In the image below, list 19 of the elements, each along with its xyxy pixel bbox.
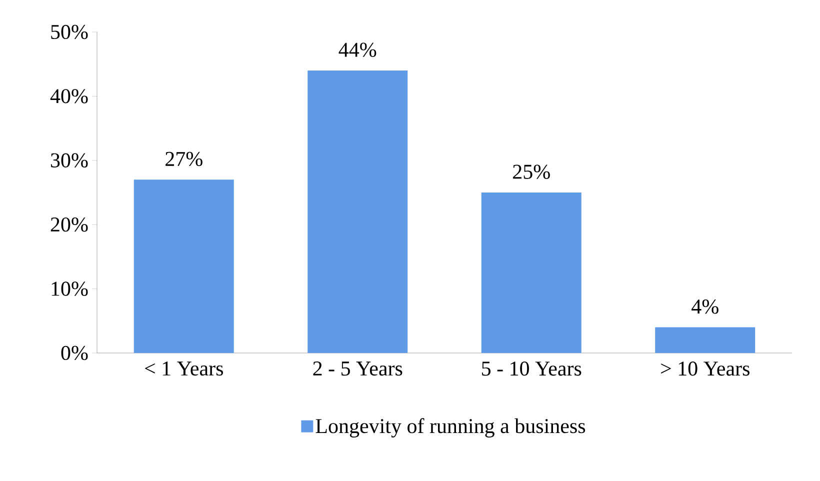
data-label: 44%	[338, 42, 376, 57]
x-tick-label: < 1 Years	[145, 362, 223, 376]
x-tick-label: > 10 Years	[661, 362, 750, 376]
data-label: 4%	[692, 300, 718, 314]
bar	[308, 70, 408, 353]
x-tick-label: 2 - 5 Years	[313, 362, 402, 376]
bar	[134, 180, 234, 353]
data-label: 25%	[513, 164, 550, 179]
y-tick-label: 20%	[50, 217, 88, 232]
y-tick-label: 30%	[50, 153, 88, 168]
legend-label: Longevity of running a business	[316, 418, 586, 438]
y-tick-label: 50%	[51, 24, 88, 40]
bar	[481, 192, 582, 353]
bar	[655, 327, 756, 353]
y-tick-label: 0%	[61, 346, 88, 360]
x-tick-label: 5 - 10 Years	[482, 362, 582, 376]
y-tick-label: 10%	[52, 282, 88, 296]
y-tick-label: 40%	[50, 89, 88, 104]
data-label: 27%	[166, 152, 202, 166]
